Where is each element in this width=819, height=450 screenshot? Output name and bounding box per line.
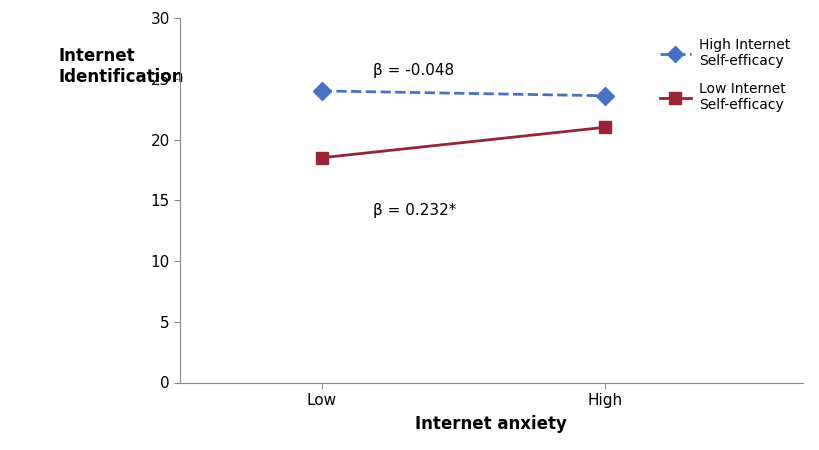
Y-axis label: Internet
Identification: Internet Identification — [59, 47, 184, 86]
X-axis label: Internet anxiety: Internet anxiety — [415, 415, 568, 433]
Text: β = 0.232*: β = 0.232* — [373, 203, 456, 218]
Legend: High Internet
Self-efficacy, Low Internet
Self-efficacy: High Internet Self-efficacy, Low Interne… — [654, 32, 796, 117]
Text: β = -0.048: β = -0.048 — [373, 63, 454, 78]
